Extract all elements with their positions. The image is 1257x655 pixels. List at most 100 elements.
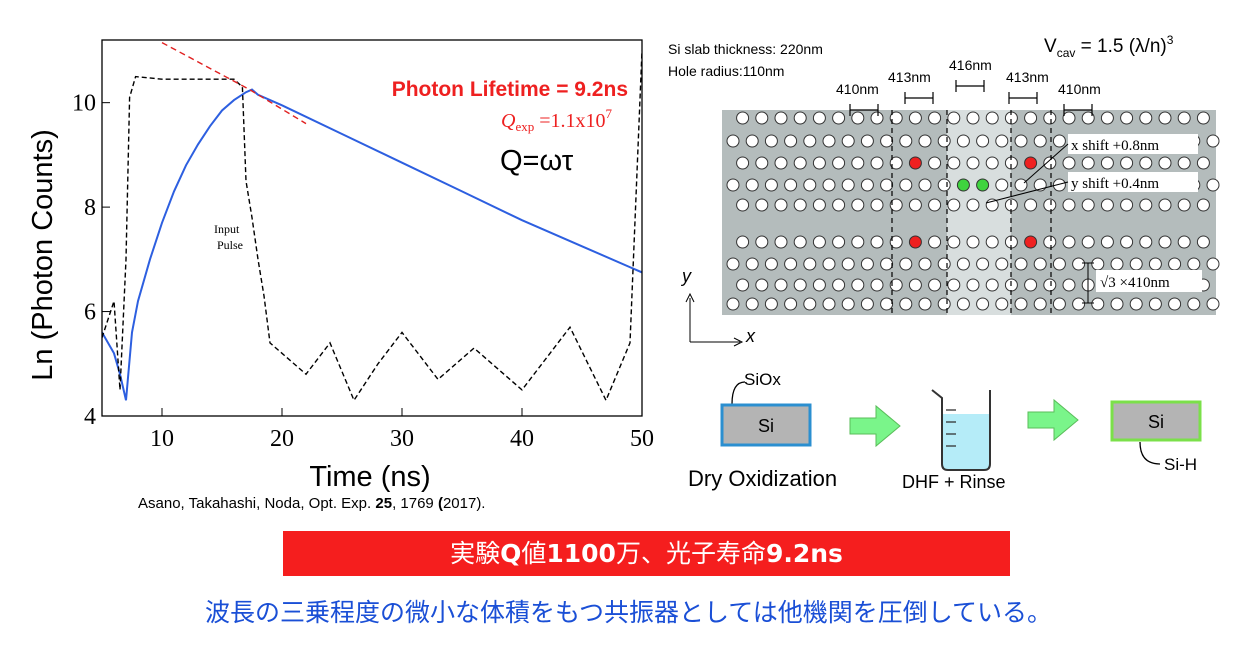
air-hole <box>908 278 922 292</box>
air-hole <box>832 156 846 170</box>
air-hole <box>899 178 913 192</box>
air-hole <box>1110 257 1124 271</box>
series-line-fit <box>161 41 307 125</box>
air-hole <box>822 134 836 148</box>
photonic-crystal-cavity-diagram: Si slab thickness: 220nm Hole radius:110… <box>668 33 1220 347</box>
air-hole <box>755 278 769 292</box>
air-hole <box>976 134 990 148</box>
air-hole <box>1187 257 1201 271</box>
x-tick-label: 10 <box>150 426 174 452</box>
axis-ticks: 10 20 30 40 50 4 6 8 10 <box>72 91 654 452</box>
air-hole <box>1014 134 1028 148</box>
air-hole <box>1052 297 1066 311</box>
air-hole <box>985 235 999 249</box>
air-hole <box>995 178 1009 192</box>
shifted-hole <box>908 156 922 170</box>
shift-boundaries <box>891 110 1052 315</box>
series-line-input-pulse <box>102 50 642 402</box>
air-hole <box>832 235 846 249</box>
air-hole <box>841 257 855 271</box>
air-hole <box>1043 278 1057 292</box>
air-hole <box>1120 156 1134 170</box>
air-hole <box>1033 297 1047 311</box>
air-hole <box>1052 178 1066 192</box>
result-banner: 実験Q値1100万、光子寿命9.2ns <box>283 531 1010 576</box>
air-hole <box>918 178 932 192</box>
air-hole <box>985 278 999 292</box>
spacing-label-1: 410nm <box>836 81 879 97</box>
air-hole <box>1110 297 1124 311</box>
air-hole <box>793 278 807 292</box>
air-hole <box>1024 278 1038 292</box>
y-tick-label: 8 <box>84 195 96 221</box>
air-hole <box>928 278 942 292</box>
air-hole <box>784 257 798 271</box>
air-hole <box>880 134 894 148</box>
air-hole <box>1033 134 1047 148</box>
input-pulse-label-2: Pulse <box>217 238 243 252</box>
air-hole <box>1091 257 1105 271</box>
air-hole <box>1177 198 1191 212</box>
air-hole <box>755 111 769 125</box>
air-hole <box>928 198 942 212</box>
air-hole <box>764 134 778 148</box>
air-hole <box>995 297 1009 311</box>
air-hole <box>870 111 884 125</box>
q-exp-annotation: Qexp =1.1x107 <box>501 106 613 134</box>
air-hole <box>1052 257 1066 271</box>
air-hole <box>1196 111 1210 125</box>
air-hole <box>937 257 951 271</box>
air-hole <box>812 278 826 292</box>
air-hole <box>1043 111 1057 125</box>
air-hole <box>803 297 817 311</box>
y-axis-label: Ln (Photon Counts) <box>27 129 59 380</box>
air-hole <box>774 235 788 249</box>
air-hole <box>774 198 788 212</box>
air-hole <box>736 156 750 170</box>
q-exp-exponent: 7 <box>606 106 613 121</box>
x-tick-label: 30 <box>390 426 414 452</box>
air-hole <box>860 178 874 192</box>
siox-leader <box>731 381 746 405</box>
air-hole <box>745 178 759 192</box>
air-hole <box>985 111 999 125</box>
air-hole <box>947 198 961 212</box>
air-hole <box>947 156 961 170</box>
air-hole <box>947 278 961 292</box>
air-hole <box>1072 257 1086 271</box>
spacing-bracket <box>955 80 985 92</box>
air-hole <box>841 134 855 148</box>
air-hole <box>764 178 778 192</box>
air-hole <box>822 178 836 192</box>
air-hole <box>1206 297 1220 311</box>
air-hole <box>1081 198 1095 212</box>
q-formula: Q=ωτ <box>500 145 574 177</box>
banner-part-3: 値 <box>521 539 547 568</box>
air-hole <box>841 178 855 192</box>
air-hole <box>870 278 884 292</box>
air-hole <box>899 297 913 311</box>
banner-part-1: 実験 <box>450 539 501 568</box>
citation-text: Asano, Takahashi, Noda, Opt. Exp. <box>138 495 376 512</box>
air-hole <box>880 257 894 271</box>
air-hole <box>1120 235 1134 249</box>
air-hole <box>784 178 798 192</box>
air-hole <box>1014 297 1028 311</box>
air-hole <box>1196 156 1210 170</box>
citation-year: 2017 <box>442 495 477 512</box>
air-hole <box>1158 156 1172 170</box>
air-hole <box>822 257 836 271</box>
air-hole <box>726 297 740 311</box>
citation-volume: 25 <box>375 495 393 512</box>
air-hole <box>1148 257 1162 271</box>
air-hole <box>812 156 826 170</box>
air-hole <box>851 111 865 125</box>
air-hole <box>812 111 826 125</box>
air-hole <box>1043 156 1057 170</box>
air-hole <box>755 235 769 249</box>
air-hole <box>1081 235 1095 249</box>
air-hole <box>764 257 778 271</box>
air-hole <box>889 198 903 212</box>
air-hole <box>1129 257 1143 271</box>
y-tick-label: 4 <box>84 404 96 430</box>
